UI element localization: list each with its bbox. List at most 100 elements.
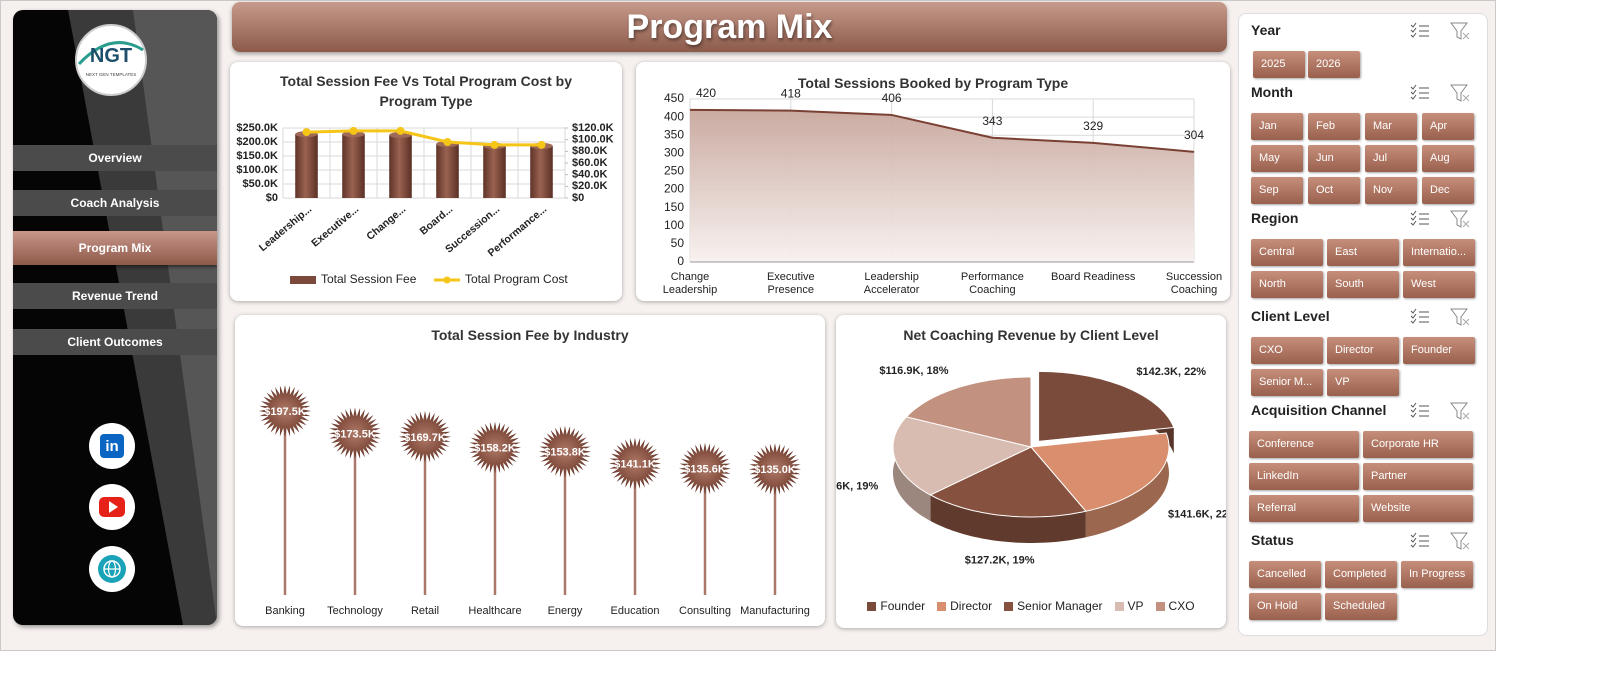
bar [483,145,506,198]
nav-button-active[interactable]: Program Mix [13,231,217,265]
legend-label: Director [950,599,993,613]
icon-check [1410,537,1417,543]
chart-title: Total Sessions Booked by Program Type [797,75,1069,91]
slicer-button[interactable]: Jul [1365,145,1417,172]
slicer-button[interactable]: West [1403,271,1475,298]
icon-check [1410,532,1417,538]
data-label: $142.3K, 22% [1136,366,1206,378]
slicer-button[interactable]: Completed [1325,561,1397,588]
slicer-button[interactable]: North [1251,271,1323,298]
logo-text: NGT [90,45,132,67]
slicer-icons[interactable] [1409,306,1479,328]
icon-clear [1462,32,1470,40]
slicer-button[interactable]: May [1251,145,1303,172]
slicer-button[interactable]: Website [1363,495,1473,522]
slicer-button[interactable]: VP [1327,369,1399,396]
slicer-icons[interactable] [1409,400,1479,422]
icon-check [1410,84,1417,90]
slicer-button[interactable]: Jun [1308,145,1360,172]
y2-tick-label: $100.0K [572,134,614,146]
y-tick-label: 300 [664,146,684,160]
slicer-button[interactable]: On Hold [1249,593,1321,620]
y-tick-label: $50.0K [243,178,279,190]
data-label: $169.7K [404,432,446,444]
slicer-button[interactable]: Jan [1251,113,1303,140]
line [689,108,1195,153]
slicer-button[interactable]: Oct [1308,177,1360,204]
nav-button[interactable]: Revenue Trend [13,283,217,309]
y-tick-label: 0 [677,254,684,268]
pie-slice [1030,432,1170,512]
pie-slice [905,376,1032,448]
x-tick-label: Leadership... [257,203,314,254]
slicer-button[interactable]: Mar [1365,113,1417,140]
data-label: $153.8K [544,447,586,459]
chart-title: Total Session Fee Vs Total Program Cost … [280,73,572,109]
data-label: 343 [982,114,1002,128]
data-label: $127.2K, 19% [965,555,1035,567]
slicer-button[interactable]: LinkedIn [1249,463,1359,490]
legend-label: Founder [880,599,926,613]
slicer-button[interactable]: East [1327,239,1399,266]
x-tick-label: Board... [418,203,456,237]
slicer-button[interactable]: Dec [1422,177,1474,204]
legend-swatch [1114,602,1124,612]
data-label: $135.0K [754,464,796,476]
slicer-button[interactable]: Referral [1249,495,1359,522]
nav-button[interactable]: Overview [13,145,217,171]
slicer-button[interactable]: 2026 [1308,51,1360,78]
slicer-button[interactable]: In Progress [1401,561,1473,588]
data-label: $141.6K, 22% [1168,508,1226,520]
slicer-button[interactable]: Sep [1251,177,1303,204]
slicer-button[interactable]: Internatio... [1403,239,1475,266]
slicer-title: Acquisition Channel [1251,402,1387,418]
slicer-icons[interactable] [1409,82,1479,104]
slicer-button[interactable]: Senior M... [1251,369,1323,396]
nav-button[interactable]: Coach Analysis [13,190,217,216]
line [306,129,542,147]
line-marker [490,140,499,149]
slicer-icons[interactable] [1409,20,1479,42]
slicer-icons[interactable] [1409,208,1479,230]
data-label: 418 [781,87,801,101]
y-tick-label: 150 [664,200,684,214]
y2-tick-label: $0 [572,192,584,204]
x-tick-label: Consulting [679,605,731,617]
slicer-button[interactable]: Aug [1422,145,1474,172]
x-tick-label: Board Readiness [1050,271,1136,283]
slicer-button[interactable]: Nov [1365,177,1417,204]
y-tick-label: 250 [664,164,684,178]
legend-label: CXO [1168,599,1195,613]
data-label: $135.6K [684,464,726,476]
slicer-button[interactable]: Apr [1422,113,1474,140]
slicer-button[interactable]: 2025 [1253,51,1305,78]
slicer-button[interactable]: Partner [1363,463,1473,490]
slicer-button[interactable]: Corporate HR [1363,431,1473,458]
pie-slice [892,416,1033,496]
slicer-button[interactable]: CXO [1251,337,1323,364]
legend-item: VP [1114,599,1144,613]
linkedin-label: in [105,438,118,455]
legend-label: Total Session Fee [321,272,417,286]
icon-check [1410,22,1417,28]
slicer-button[interactable]: South [1327,271,1399,298]
slicer-button[interactable]: Cancelled [1249,561,1321,588]
icon-clear [1462,412,1470,420]
line-marker [349,126,358,135]
y-tick-label: $150.0K [236,150,278,162]
legend-swatch [937,602,947,612]
slicer-title: Region [1251,210,1299,226]
slicer-button[interactable]: Scheduled [1325,593,1397,620]
line-marker [396,126,405,135]
y-tick-label: 350 [664,127,684,141]
y2-tick-label: $120.0K [572,122,614,134]
slicer-button[interactable]: Conference [1249,431,1359,458]
icon-check [1410,27,1417,33]
nav-button[interactable]: Client Outcomes [13,329,217,355]
slicer-button[interactable]: Central [1251,239,1323,266]
slicer-button[interactable]: Director [1327,337,1399,364]
slicer-button[interactable]: Founder [1403,337,1475,364]
slicer-button[interactable]: Feb [1308,113,1360,140]
slicer-icons[interactable] [1409,530,1479,552]
